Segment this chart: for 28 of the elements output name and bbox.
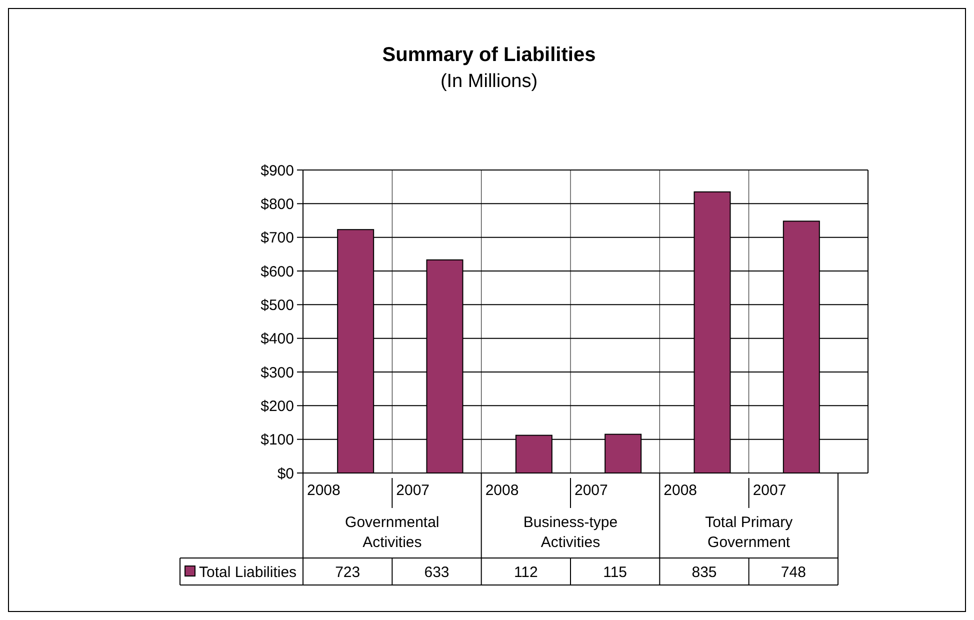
- x-tick-label: 2007: [396, 482, 430, 499]
- data-label: 112: [514, 564, 538, 581]
- y-tick-label: $400: [260, 330, 294, 348]
- y-tick-label: $300: [260, 364, 294, 382]
- x-tick-label: 2008: [664, 482, 698, 499]
- data-label: 633: [424, 564, 450, 581]
- y-tick-label: $500: [260, 296, 294, 314]
- data-label: 835: [692, 564, 717, 581]
- text: Total Primary Government: [705, 514, 794, 551]
- chart-title: Summary of Liabilities: [382, 44, 596, 66]
- legend-label: Total Liabilities: [199, 564, 297, 581]
- y-tick-label: $700: [260, 230, 294, 247]
- x-tick-label: 2007: [574, 482, 608, 499]
- y-tick-label: $800: [260, 196, 294, 213]
- chart-subtitle: (In Millions): [440, 71, 538, 92]
- data-label: 115: [603, 564, 628, 581]
- data-label: 723: [335, 564, 360, 581]
- text: Business-type Activities: [523, 514, 618, 551]
- y-tick-label: $600: [260, 263, 294, 280]
- y-tick-label: $0: [277, 465, 294, 482]
- data-label: 748: [780, 564, 806, 581]
- text: Governmental Activities: [345, 514, 440, 551]
- x-tick-label: 2008: [485, 482, 519, 499]
- x-tick-label: 2007: [752, 482, 786, 499]
- y-tick-label: $900: [260, 162, 294, 180]
- x-tick-label: 2008: [307, 482, 340, 499]
- y-tick-label: $200: [260, 398, 294, 415]
- y-tick-label: $100: [260, 432, 294, 449]
